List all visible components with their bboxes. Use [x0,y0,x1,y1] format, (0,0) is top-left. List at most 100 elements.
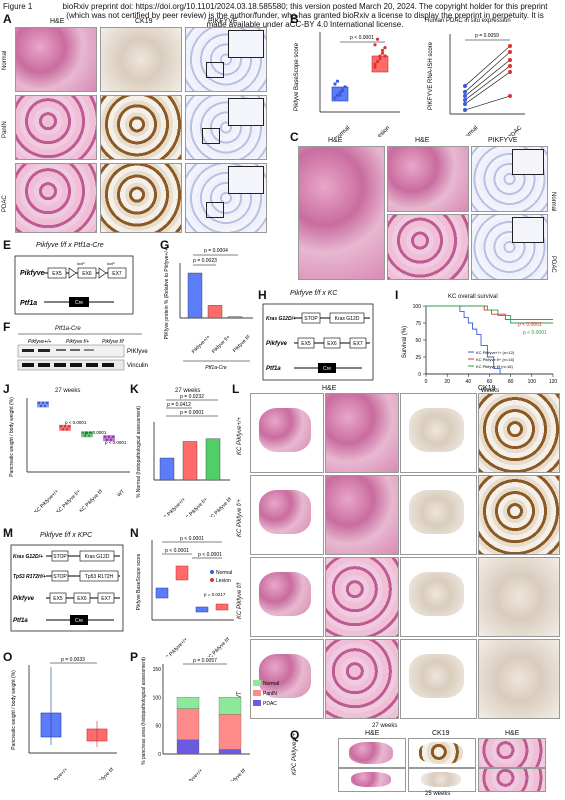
svg-text:loxP: loxP [107,261,115,266]
section-q-ck19 [408,738,476,768]
tissue-section [259,408,311,452]
panel-label: M [3,526,13,540]
micrograph-c-he-pdac [387,214,469,280]
svg-text:STOP: STOP [53,554,67,560]
chart-i-survival: Survival (%) 0 25 50 75 100 0 20 40 60 80 100 120 p… [402,304,557,394]
j-title: 27 weeks [55,388,81,394]
j-point [37,401,41,405]
b-point-lesion [378,54,382,58]
col-header: H&E [365,730,380,737]
b-point-lesion [373,43,377,47]
panel-label: K [130,382,139,396]
p-bar-segment [218,697,242,715]
svg-text:Cre: Cre [323,366,331,372]
i-xtick-label: 80 [508,379,514,385]
section-q-ck19-ff [408,768,476,792]
l-micrograph [325,475,399,555]
col-header: H&E [505,730,520,737]
svg-text:PDAC: PDAC [263,701,277,707]
panel-label: G [160,238,170,252]
i-xtick-label: 0 [425,379,428,385]
section-q-he-zoom [478,738,546,768]
b-ylabel: Pikfyve BaseScope score [294,42,300,111]
section-q-he [338,738,406,768]
j-point [61,428,65,431]
svg-text:Pikfyve f/f: Pikfyve f/f [232,334,252,354]
col-header: CK19 [478,385,496,392]
i-ytick-label: 75 [415,321,421,327]
chart-b-basescope: Pikfyve BaseScope score p < 0.0001 Norma… [294,32,400,137]
panel-label: A [3,12,12,26]
svg-text:Pikfyve BaseScope score: Pikfyve BaseScope score [136,553,142,610]
svg-text:loxP: loxP [77,261,85,266]
svg-text:KC Pikfyve+/+ (n=12): KC Pikfyve+/+ (n=12) [476,350,515,355]
b-point-lesion [378,57,382,61]
row-label: PanIN [2,121,8,138]
micrograph-c-he-normal [387,146,469,212]
chart-g-protein: PIKfyve protein % (Relative to Pikfyve+/… [164,246,253,371]
micrograph-ck19-panin [100,95,182,160]
p-bar-segment [176,708,200,740]
panel-label: P [130,650,139,664]
chart-n-basescope: Pikfyve BaseScope score p < 0.0001 p < 0… [136,536,234,657]
svg-text:STOP: STOP [304,316,318,322]
svg-text:EX5: EX5 [53,596,63,602]
j-point [85,431,89,435]
svg-text:Cre: Cre [75,300,83,306]
l-micrograph [478,475,560,555]
svg-text:KC Pikfyve f/f: KC Pikfyve f/f [79,488,105,512]
panel-label: O [3,650,13,664]
svg-text:p < 0.0001: p < 0.0001 [180,536,204,542]
i-xtick-label: 40 [466,379,472,385]
i-xtick-label: 60 [487,379,493,385]
j-point [107,435,111,438]
j-point [89,431,93,435]
l-micrograph [400,475,477,555]
blot-f: Pikfyve+/+ Pikfyve f/+ Pikfyve f/f PIKfy… [17,333,148,371]
p-bar-segment [176,739,200,755]
micrograph-c-ish-pdac [471,214,548,280]
j-point [59,425,63,428]
panel-label: Q [290,728,300,742]
col-header: CK19 [135,18,153,25]
svg-text:EX7: EX7 [353,341,363,347]
b-point-normal [340,89,345,93]
chart-o-weight: Pancreatic weight / body weight (%) p = … [11,657,117,780]
j-box [103,435,115,442]
micrograph-ck19-normal [100,27,182,92]
l-micrograph [478,639,560,719]
l-micrograph [400,393,477,473]
j-box [37,401,49,408]
b2-xtick: Normal [461,125,479,136]
k-title: 27 weeks [175,388,201,394]
m-title: Pikfyve f/f x KPC [40,532,93,539]
col-header: PIKFYVE [488,137,518,144]
svg-text:KPC Pikfyve+/+: KPC Pikfyve+/+ [40,767,69,780]
i-survival-curve [426,305,501,374]
i-ytick-label: 0 [418,372,421,378]
b-point-normal [343,85,347,89]
i-ytick-label: 25 [415,355,421,361]
k-bar [159,457,175,481]
l-micrograph [325,393,399,473]
svg-text:% Normal (histopathological as: % Normal (histopathological assessment) [136,406,142,498]
p-bar-segment [218,714,242,750]
svg-text:Pancreatic weight / body weigh: Pancreatic weight / body weight (%) [9,397,15,477]
col-header: H&E [415,137,430,144]
svg-text:KC Pikfyve+/+: KC Pikfyve+/+ [160,497,187,517]
g-bar [187,272,203,319]
panel-label: I [395,288,399,302]
preprint-notice: bioRxiv preprint doi: https://doi.org/10… [50,2,560,29]
svg-text:KC Pikfyve f/+: KC Pikfyve f/+ [182,497,209,517]
svg-text:KPC Pikfyve f/f: KPC Pikfyve f/f [87,766,115,780]
chart-j-weight: Pancreatic weight / body weight (%) p < … [9,397,130,512]
svg-text:Tp53 R172H: Tp53 R172H [85,574,114,580]
micrograph-ck19-pdac [100,163,182,233]
j-point [43,404,47,408]
svg-text:p < 0.0001: p < 0.0001 [65,420,87,425]
svg-text:p = 0.0033: p = 0.0033 [61,657,85,663]
micrograph-c-overview [298,146,385,280]
i-title: KC overall survival [448,294,498,300]
b-point-normal [338,93,342,97]
l-micrograph [250,393,324,473]
